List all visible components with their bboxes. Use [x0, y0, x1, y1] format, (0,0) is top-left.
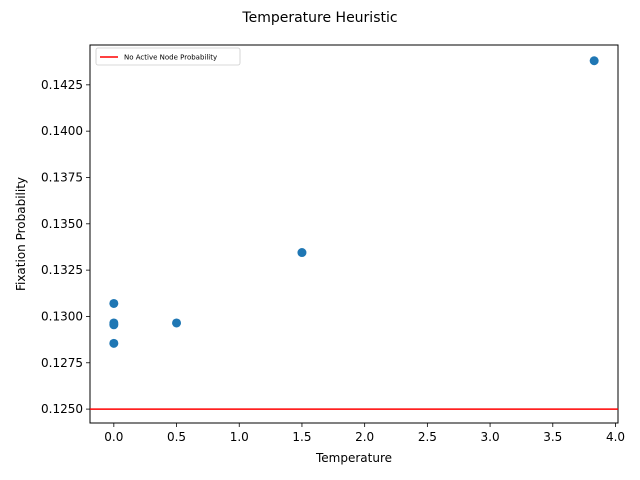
x-tick-label: 1.5 — [292, 430, 311, 444]
y-tick-label: 0.1350 — [41, 217, 83, 231]
y-tick-label: 0.1425 — [41, 78, 83, 92]
legend: No Active Node Probability — [95, 47, 241, 66]
y-tick-label: 0.1300 — [41, 309, 83, 323]
y-tick-label: 0.1325 — [41, 263, 83, 277]
y-tick-label: 0.1275 — [41, 356, 83, 370]
x-tick-label: 3.5 — [543, 430, 562, 444]
data-point — [109, 338, 119, 348]
x-tick-label: 2.5 — [418, 430, 437, 444]
data-point — [589, 56, 599, 66]
data-point — [109, 320, 119, 330]
legend-label: No Active Node Probability — [124, 54, 217, 62]
data-point — [109, 298, 119, 308]
data-point — [297, 248, 307, 258]
y-tick-label: 0.1375 — [41, 170, 83, 184]
chart-title: Temperature Heuristic — [241, 10, 397, 26]
y-axis-ticks: 0.1250 0.1275 0.1300 0.1325 0.1350 0.1375 0.14… — [41, 78, 90, 416]
x-axis-label: Temperature — [315, 451, 392, 465]
y-tick-label: 0.1250 — [41, 402, 83, 416]
data-points — [109, 56, 599, 348]
data-point — [172, 318, 182, 328]
x-tick-label: 1.0 — [230, 430, 249, 444]
x-axis-ticks: 0.0 0.5 1.0 1.5 2.0 2.5 3.0 3.5 4.0 — [104, 423, 625, 444]
plot-area — [89, 44, 619, 424]
y-axis-label: Fixation Probability — [14, 177, 28, 291]
x-tick-label: 0.0 — [104, 430, 123, 444]
x-tick-label: 0.5 — [167, 430, 186, 444]
legend-box — [95, 47, 241, 66]
x-tick-label: 2.0 — [355, 430, 374, 444]
x-tick-label: 4.0 — [606, 430, 625, 444]
x-tick-label: 3.0 — [481, 430, 500, 444]
y-tick-label: 0.1400 — [41, 124, 83, 138]
